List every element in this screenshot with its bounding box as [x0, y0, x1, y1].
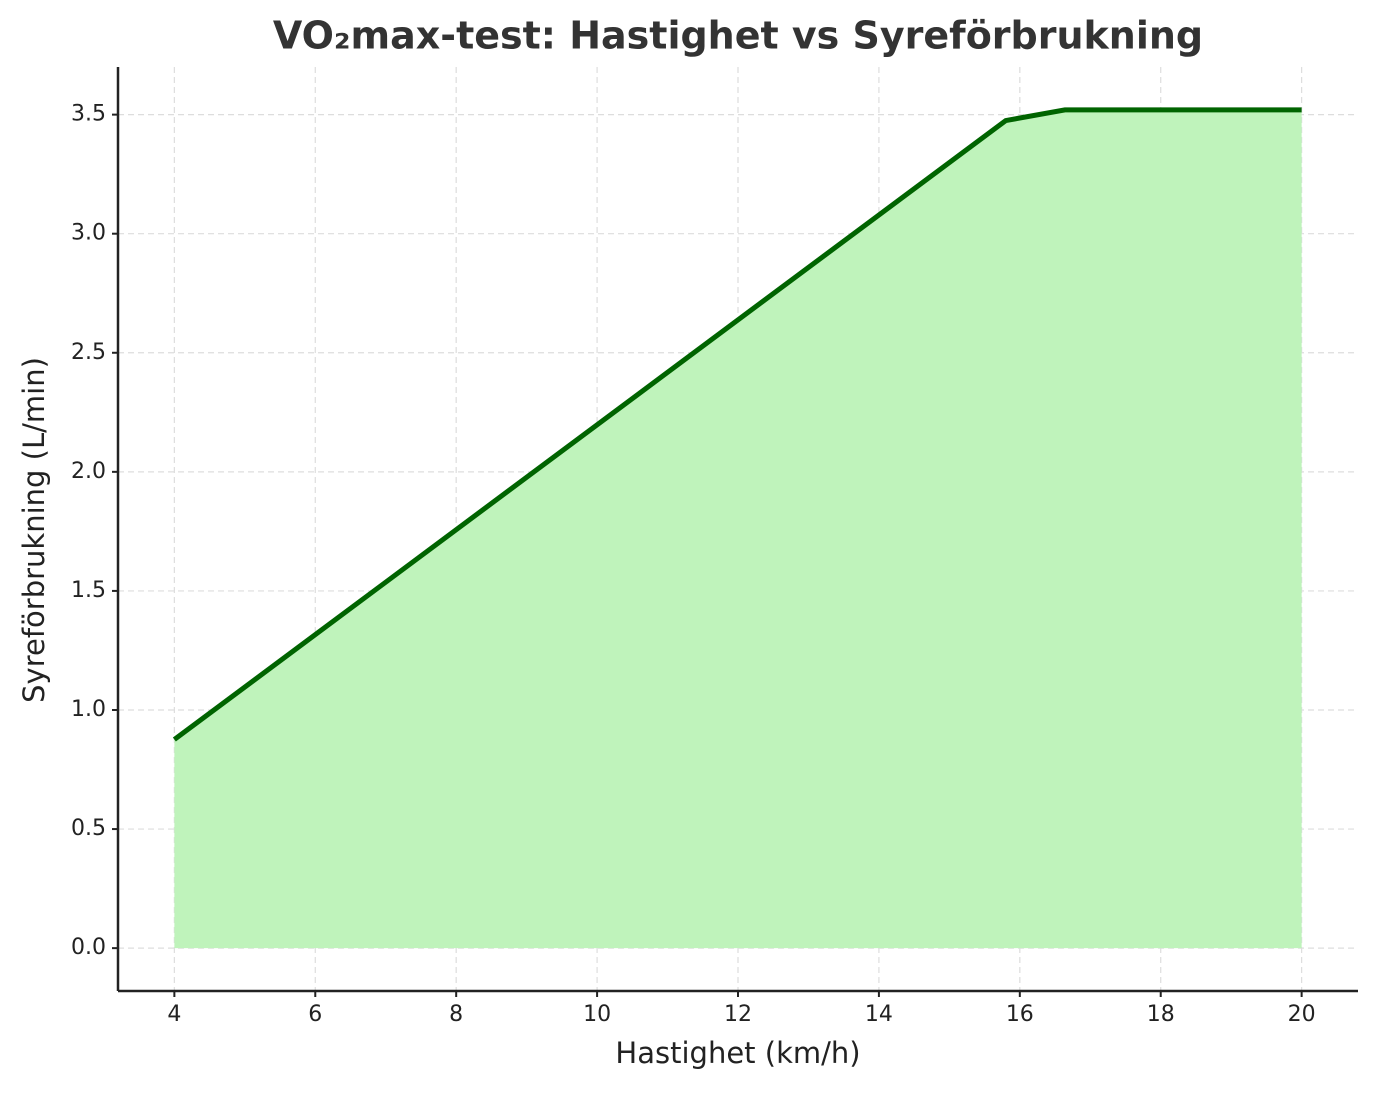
x-tick-label: 10 [583, 1002, 611, 1027]
x-tick-label: 4 [167, 1002, 181, 1027]
x-tick-label: 16 [1006, 1002, 1034, 1027]
chart-title: VO₂max-test: Hastighet vs Syreförbruknin… [273, 14, 1203, 58]
x-tick-label: 8 [449, 1002, 463, 1027]
area [174, 109, 1302, 949]
x-tick-label: 20 [1288, 1002, 1316, 1027]
x-tick-label: 6 [308, 1002, 322, 1027]
x-tick-label: 18 [1147, 1002, 1175, 1027]
y-tick-label: 3.5 [71, 102, 106, 127]
x-tick-label: 14 [865, 1002, 893, 1027]
line [172, 107, 1302, 742]
y-tick-label: 1.0 [71, 697, 106, 722]
x-tick-label: 12 [724, 1002, 752, 1027]
y-tick-label: 2.5 [71, 340, 106, 365]
y-tick-label: 1.5 [71, 578, 106, 603]
y-tick-label: 3.0 [71, 221, 106, 246]
x-axis-label: Hastighet (km/h) [615, 1036, 860, 1070]
y-tick-label: 0.5 [71, 816, 106, 841]
y-tick-label: 0.0 [71, 935, 106, 960]
y-axis-label: Syreförbrukning (L/min) [17, 357, 51, 703]
y-tick-label: 2.0 [71, 459, 106, 484]
